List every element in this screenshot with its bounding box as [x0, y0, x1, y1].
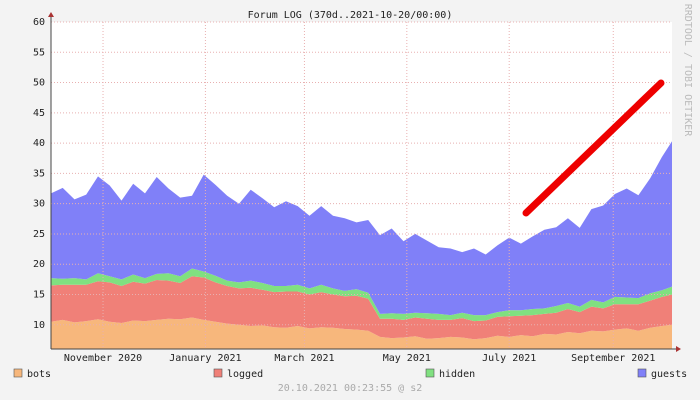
legend-swatch — [425, 368, 435, 378]
y-tick-label: 20 — [33, 259, 45, 270]
area — [51, 317, 672, 349]
x-tick-label: July 2021 — [482, 353, 536, 364]
area — [51, 276, 672, 340]
annotation-line — [522, 79, 665, 217]
x-tick-label: January 2021 — [169, 353, 241, 364]
y-tick-label: 40 — [33, 138, 45, 149]
x-tick-label: September 2021 — [571, 353, 655, 364]
legend-swatch — [13, 368, 23, 378]
x-tick-label: May 2021 — [383, 353, 431, 364]
legend-label: logged — [227, 369, 263, 380]
y-tick-label: 35 — [33, 168, 45, 179]
axis-arrow — [676, 346, 681, 352]
legend-swatch — [637, 368, 647, 378]
area — [51, 268, 672, 322]
y-tick-label: 55 — [33, 47, 45, 58]
legend-label: bots — [27, 369, 51, 380]
y-tick-label: 10 — [33, 320, 45, 331]
footer: 20.10.2021 00:23:55 @ s2 — [278, 383, 423, 394]
y-tick-label: 45 — [33, 108, 45, 119]
y-tick-label: 15 — [33, 290, 45, 301]
legend-label: guests — [651, 369, 687, 380]
side-credit: RRDTOOL / TOBI OETIKER — [682, 4, 693, 137]
y-tick-label: 25 — [33, 229, 45, 240]
axis-arrow — [48, 12, 54, 17]
legend-label: hidden — [439, 369, 475, 380]
chart-title: Forum LOG (370d..2021-10-20/00:00) — [248, 10, 453, 21]
x-tick-label: March 2021 — [274, 353, 334, 364]
y-tick-label: 30 — [33, 199, 45, 210]
legend-swatch — [213, 368, 223, 378]
x-tick-label: November 2020 — [64, 353, 142, 364]
area — [51, 141, 672, 316]
y-tick-label: 60 — [33, 17, 45, 28]
y-tick-label: 50 — [33, 78, 45, 89]
